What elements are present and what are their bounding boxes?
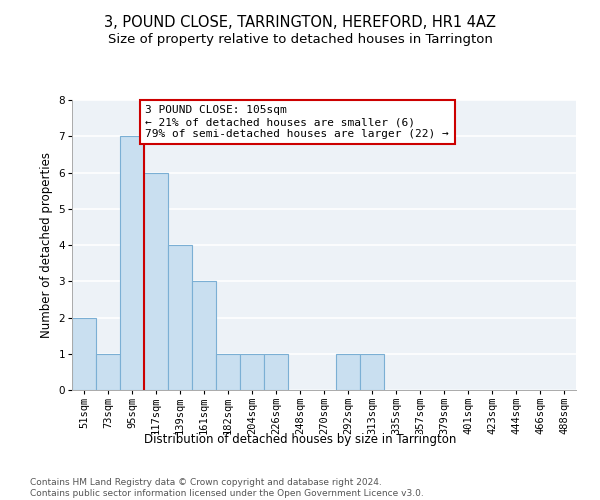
Bar <box>360 354 384 390</box>
Text: Size of property relative to detached houses in Tarrington: Size of property relative to detached ho… <box>107 32 493 46</box>
Bar <box>72 318 96 390</box>
Bar <box>216 354 240 390</box>
Bar <box>168 245 192 390</box>
Bar <box>336 354 360 390</box>
Bar <box>144 172 168 390</box>
Bar <box>240 354 264 390</box>
Text: 3, POUND CLOSE, TARRINGTON, HEREFORD, HR1 4AZ: 3, POUND CLOSE, TARRINGTON, HEREFORD, HR… <box>104 15 496 30</box>
Bar <box>120 136 144 390</box>
Text: 3 POUND CLOSE: 105sqm
← 21% of detached houses are smaller (6)
79% of semi-detac: 3 POUND CLOSE: 105sqm ← 21% of detached … <box>145 106 449 138</box>
Bar <box>192 281 216 390</box>
Text: Distribution of detached houses by size in Tarrington: Distribution of detached houses by size … <box>144 432 456 446</box>
Bar <box>96 354 120 390</box>
Y-axis label: Number of detached properties: Number of detached properties <box>40 152 53 338</box>
Text: Contains HM Land Registry data © Crown copyright and database right 2024.
Contai: Contains HM Land Registry data © Crown c… <box>30 478 424 498</box>
Bar <box>264 354 288 390</box>
